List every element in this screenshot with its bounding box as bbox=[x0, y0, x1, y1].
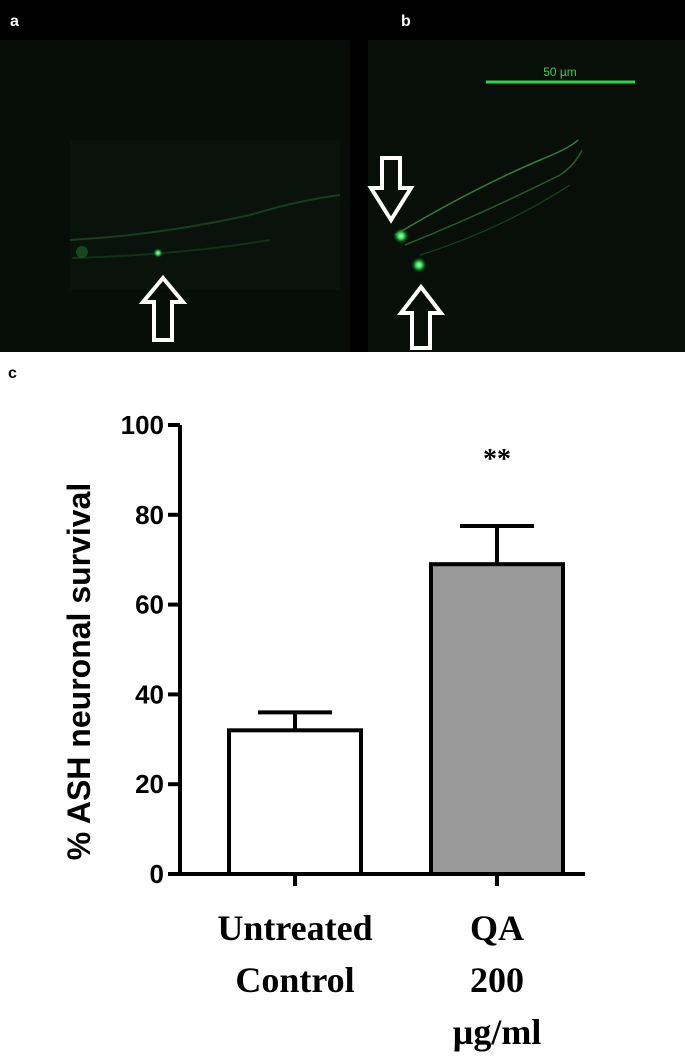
bar-layer bbox=[227, 524, 565, 876]
panel-c-label: c bbox=[8, 365, 17, 382]
category-label: Untreated bbox=[217, 908, 372, 948]
bar bbox=[429, 562, 565, 876]
scale-bar-label: 50 µm bbox=[543, 65, 577, 79]
hollow-arrow-icon bbox=[396, 283, 446, 350]
neuron-b-2 bbox=[411, 257, 427, 273]
micrograph-panels: 50 µm a b bbox=[0, 0, 685, 352]
category-label: µg/ml bbox=[453, 1012, 542, 1052]
y-tick-label: 20 bbox=[135, 769, 164, 799]
panel-b-label: b bbox=[401, 13, 411, 30]
bar bbox=[227, 728, 363, 876]
label-layer: 0 20 40 60 80 100 Untreated Control ** QA 200 µg/ml bbox=[121, 410, 542, 1052]
hollow-arrow-icon bbox=[367, 156, 415, 224]
y-tick-label: 0 bbox=[150, 859, 164, 889]
neuron-b-1 bbox=[393, 228, 409, 244]
panel-b-field bbox=[368, 40, 685, 352]
y-tick-label: 60 bbox=[135, 590, 164, 620]
y-tick-label: 40 bbox=[135, 679, 164, 709]
neuron-a bbox=[153, 248, 163, 258]
y-tick-label: 80 bbox=[135, 500, 164, 530]
y-axis-label: % ASH neuronal survival bbox=[61, 483, 97, 861]
hollow-arrow-icon bbox=[138, 274, 188, 342]
category-label: QA bbox=[470, 908, 524, 948]
micrograph-image: 50 µm bbox=[0, 0, 685, 352]
panel-a-label: a bbox=[10, 13, 19, 30]
significance-marker: ** bbox=[483, 444, 511, 475]
bar-chart: % ASH neuronal survival 0 20 40 60 80 100 Untr… bbox=[61, 410, 585, 1052]
y-tick-label: 100 bbox=[121, 410, 164, 440]
category-label: Control bbox=[235, 960, 354, 1000]
category-label: 200 bbox=[470, 960, 524, 1000]
